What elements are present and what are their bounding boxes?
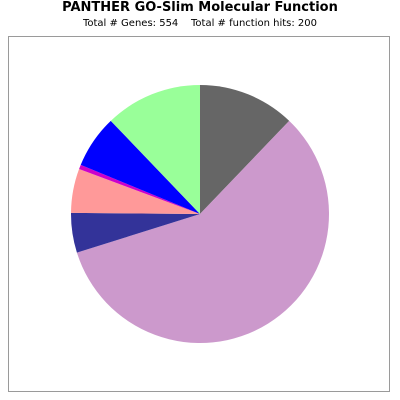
pie-slice-3 (70, 212, 200, 253)
pie-slice-6 (80, 120, 200, 214)
pie-slice-4 (71, 169, 200, 214)
pie-slice-5 (79, 164, 200, 214)
pie-slice-7 (110, 85, 200, 214)
chart-subtitle: Total # Genes: 554 Total # function hits… (82, 18, 318, 29)
chart-title: PANTHER GO-Slim Molecular Function (62, 0, 338, 15)
pie-slice-2 (76, 120, 330, 344)
pie-slice-1 (200, 85, 290, 214)
